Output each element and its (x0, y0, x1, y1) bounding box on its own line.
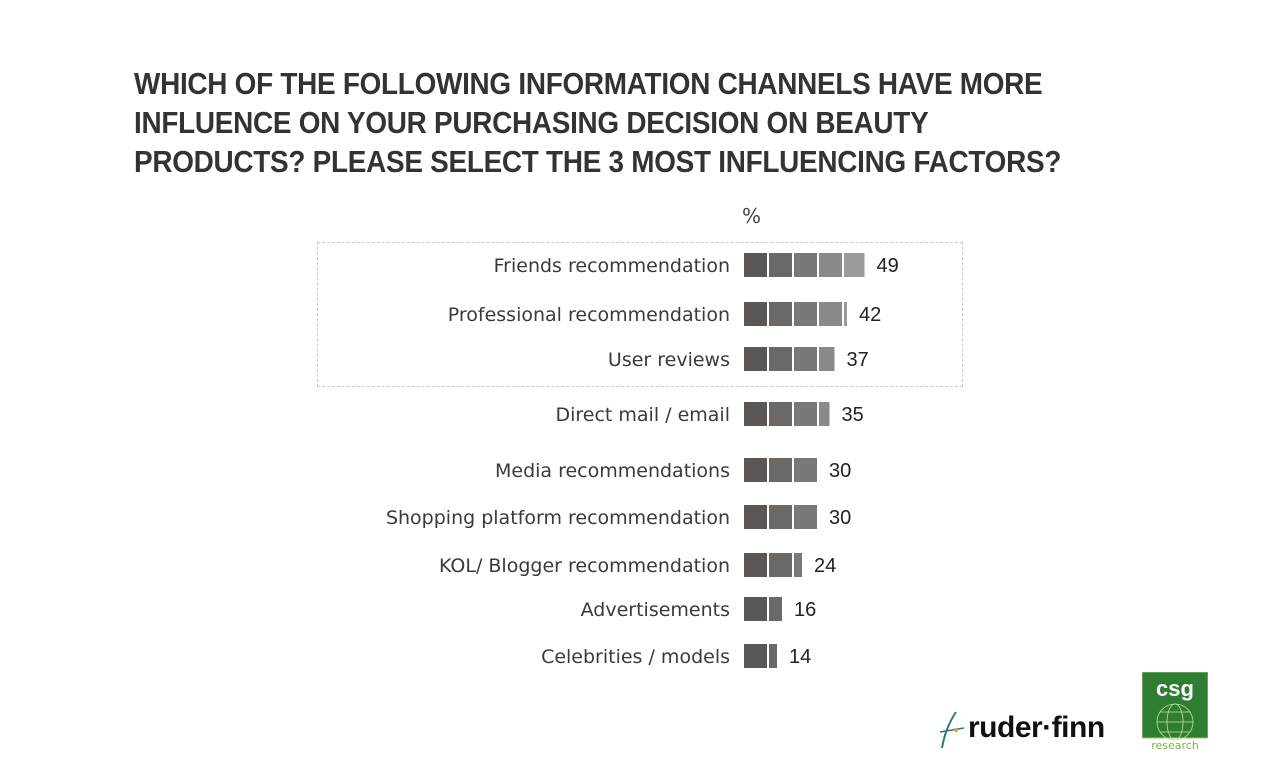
bar-segment (769, 553, 792, 577)
ruder-finn-logo: ruder·finn (934, 706, 1105, 750)
value-label: 16 (794, 599, 816, 621)
bar (744, 402, 830, 426)
bar-segment (794, 302, 817, 326)
bar-segment (844, 253, 865, 277)
csg-research-logo: csg research (1142, 672, 1208, 751)
bar-segment (769, 458, 792, 482)
value-label: 35 (842, 404, 864, 426)
category-label: Media recommendations (495, 460, 730, 482)
unit-label: % (742, 204, 762, 228)
value-label: 30 (829, 460, 851, 482)
bar-segment (794, 347, 817, 371)
bar-segment (744, 302, 767, 326)
bar (744, 553, 802, 577)
ruder-finn-wordmark: ruder·finn (968, 711, 1105, 744)
category-label: Advertisements (581, 599, 730, 621)
bar (744, 505, 817, 529)
bar-segment (819, 347, 835, 371)
chart-title: WHICH OF THE FOLLOWING INFORMATION CHANN… (134, 66, 1062, 179)
value-label: 49 (877, 255, 899, 277)
value-label: 24 (814, 555, 836, 577)
bar-segment (744, 458, 767, 482)
bar-segment (819, 402, 830, 426)
bar-segment (794, 553, 802, 577)
bar-segment (744, 402, 767, 426)
bar (744, 644, 777, 668)
top3-highlight-box (317, 242, 963, 387)
bar-segment (769, 644, 777, 668)
bar-segment (794, 458, 817, 482)
bar-segment (794, 253, 817, 277)
bar-segment (769, 302, 792, 326)
bar-segment (744, 347, 767, 371)
value-label: 37 (847, 349, 869, 371)
category-label: User reviews (608, 349, 730, 371)
csg-logo-subtext: research (1151, 739, 1199, 751)
bar-segment (769, 347, 792, 371)
bar-segment (744, 597, 767, 621)
bar (744, 302, 847, 326)
bar-segment (744, 553, 767, 577)
value-label: 14 (789, 646, 811, 668)
bar-segment (744, 505, 767, 529)
category-label: KOL/ Blogger recommendation (439, 555, 730, 577)
value-label: 30 (829, 507, 851, 529)
bar-segment (744, 644, 767, 668)
bar-segment (744, 253, 767, 277)
category-label: Professional recommendation (448, 304, 730, 326)
bar-segment (769, 505, 792, 529)
csg-logo-text: csg (1156, 676, 1194, 701)
bar-segment (819, 253, 842, 277)
category-label: Shopping platform recommendation (386, 507, 730, 529)
bar (744, 458, 817, 482)
bar-segment (769, 597, 782, 621)
category-label: Celebrities / models (541, 646, 730, 668)
category-label: Friends recommendation (494, 255, 730, 277)
bar-segment (769, 402, 792, 426)
bar-segment (844, 302, 847, 326)
bar (744, 597, 782, 621)
bar-segment (794, 402, 817, 426)
bar (744, 253, 865, 277)
category-label: Direct mail / email (555, 404, 730, 426)
bar-segment (794, 505, 817, 529)
bar (744, 347, 835, 371)
bar-segment (819, 302, 842, 326)
ruder-finn-mark-icon (939, 711, 965, 749)
value-label: 42 (859, 304, 881, 326)
bar-segment (769, 253, 792, 277)
